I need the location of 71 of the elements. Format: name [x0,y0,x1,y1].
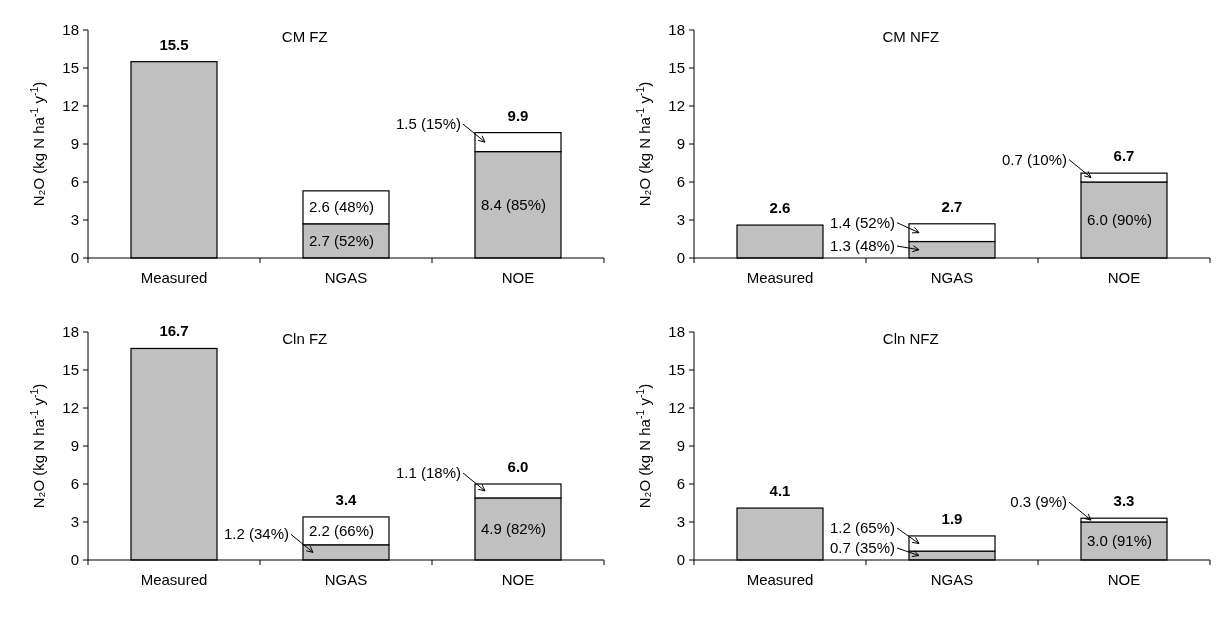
total-label: 4.1 [769,482,791,500]
y-tick-label: 6 [70,173,79,190]
y-tick-label: 15 [62,59,79,76]
x-tick-label: NGAS [324,269,368,286]
y-tick-label: 0 [70,249,79,266]
chart-title: Cln FZ [282,330,328,347]
y-tick-label: 12 [62,97,79,114]
y-tick-label: 15 [62,361,79,378]
y-tick-label: 9 [676,135,685,152]
total-label: 6.0 [507,458,529,475]
data-label: 2.7 (52%) [309,231,375,249]
x-tick-label: NOE [1107,269,1141,286]
chart-title: CM NFZ [882,28,940,45]
y-tick-label: 9 [676,437,685,454]
y-tick-label: 3 [676,513,685,530]
y-tick-label: 0 [676,249,685,266]
data-label: 8.4 (85%) [481,195,547,213]
y-tick-label: 0 [70,551,79,568]
x-tick-label: Measured [746,269,814,286]
total-label: 6.7 [1113,147,1135,165]
total-label: 2.7 [941,197,963,215]
y-tick-label: 6 [676,173,685,190]
data-label: 1.5 (15%) [395,115,461,133]
data-label: 2.6 (48%) [309,198,375,216]
y-tick-label: 18 [668,21,685,38]
y-tick-label: 6 [676,475,685,492]
y-tick-label: 3 [70,513,79,530]
x-tick-label: NGAS [930,571,974,588]
data-label: 4.9 (82%) [481,519,547,537]
y-tick-label: 0 [676,551,685,568]
total-label: 2.6 [769,199,791,217]
y-tick-label: 3 [70,211,79,228]
y-tick-label: 15 [668,59,685,76]
x-tick-label: NOE [501,269,535,286]
x-tick-label: Measured [140,571,208,588]
data-label: 0.3 (9%) [1010,493,1067,511]
x-tick-label: NGAS [324,571,368,588]
chart-title: Cln NFZ [882,330,939,347]
x-tick-label: Measured [140,269,208,286]
data-label: 1.2 (65%) [829,519,895,536]
y-tick-label: 18 [62,21,79,38]
x-tick-label: NOE [1107,571,1141,588]
data-label: 2.2 (66%) [309,521,375,539]
x-tick-label: Measured [746,571,814,588]
data-label: 1.4 (52%) [829,213,895,231]
y-tick-label: 3 [676,211,685,228]
y-tick-label: 12 [62,399,79,416]
data-label: 0.7 (10%) [1001,150,1067,168]
total-label: 15.5 [159,35,189,53]
y-tick-label: 15 [668,361,685,378]
data-label: 3.0 (91%) [1087,532,1153,549]
y-tick-label: 12 [668,399,685,416]
total-label: 3.3 [1113,492,1135,510]
total-label: 3.4 [335,490,358,508]
data-label: 6.0 (90%) [1087,211,1153,228]
y-tick-label: 6 [70,475,79,492]
x-tick-label: NOE [501,571,535,588]
total-label: 16.7 [159,322,189,340]
y-tick-label: 9 [70,437,79,454]
y-tick-label: 12 [668,97,685,114]
data-label: 1.3 (48%) [829,237,895,254]
y-tick-label: 9 [70,135,79,152]
chart-title: CM FZ [281,28,328,45]
x-tick-label: NGAS [930,269,974,286]
total-label: 9.9 [507,106,529,124]
data-label: 1.2 (34%) [223,525,289,543]
data-label: 1.1 (18%) [395,463,461,481]
y-tick-label: 18 [62,323,79,340]
y-tick-label: 18 [668,323,685,340]
data-label: 0.7 (35%) [829,539,895,556]
total-label: 1.9 [941,509,963,527]
